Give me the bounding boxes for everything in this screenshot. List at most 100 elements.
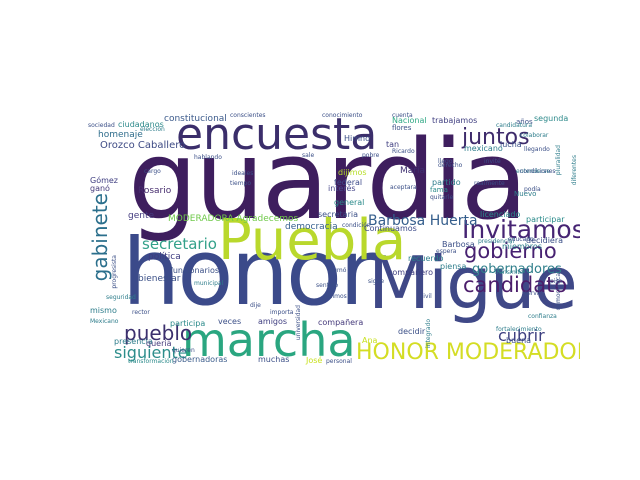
- word-piensa: piensa: [440, 262, 467, 271]
- word-encuesta: encuesta: [176, 109, 378, 160]
- word-barbosa-huerta: Barbosa Huerta: [368, 213, 478, 229]
- word-cuenta: cuenta: [392, 112, 413, 119]
- word-importa: importa: [270, 309, 294, 316]
- word-ana: Ana: [362, 336, 378, 345]
- word-ideales: ideales: [232, 170, 254, 177]
- word-sociedad: sociedad: [88, 122, 115, 129]
- word-constitucional: constitucional: [164, 114, 227, 124]
- word-decidir: decidir: [398, 327, 426, 336]
- word-buena: buena: [506, 336, 532, 345]
- word-presencia: presencia: [114, 337, 153, 346]
- word-fama: fama: [430, 186, 448, 194]
- word-gano: ganó: [90, 184, 110, 193]
- word-barbosa: Barbosa: [442, 240, 475, 249]
- word-dijimos: dijimos: [338, 168, 367, 177]
- word-secretaria: secretaria: [318, 210, 358, 219]
- word-diferentes: diferentes: [571, 155, 578, 186]
- word-veces: veces: [218, 317, 242, 326]
- word-politica: política: [148, 252, 181, 262]
- word-puebla: Puebla: [218, 208, 407, 273]
- word-participar: participar: [526, 215, 565, 224]
- word-candidatura: candidatura: [496, 122, 533, 129]
- word-miembros: miembros: [502, 242, 542, 251]
- word-transmite: Transmite: [494, 269, 524, 276]
- word-general: general: [334, 198, 365, 207]
- word-mexicano: mexicano: [464, 144, 503, 153]
- word-mexicano-2: Mexicano: [90, 318, 119, 325]
- word-anos: años: [516, 118, 533, 126]
- word-rector: rector: [132, 309, 150, 316]
- word-companero: compañero: [388, 268, 434, 277]
- word-piso: piso: [550, 278, 563, 285]
- word-honor: honor: [122, 219, 377, 326]
- word-condicion: condición: [342, 222, 371, 229]
- word-servil: servil: [524, 290, 541, 297]
- word-derecho: derecho: [438, 162, 463, 169]
- word-trabajamos: trabajamos: [432, 116, 478, 125]
- word-partido: partido: [432, 178, 461, 187]
- word-seguridad: seguridad: [106, 294, 136, 301]
- word-gabinete: gabinete: [88, 193, 112, 282]
- word-gente: gente: [128, 211, 155, 221]
- word-podia: podía: [524, 186, 541, 193]
- word-conscientes: conscientes: [230, 112, 266, 119]
- word-orozco-caballero: Orozco Caballero: [100, 140, 186, 151]
- word-tiempo: tiempo: [230, 180, 252, 187]
- word-rosario: Rosario: [138, 186, 172, 196]
- word-tan: tan: [386, 140, 400, 149]
- word-bienestar: bienestar: [138, 274, 181, 284]
- word-eleccion: elección: [140, 126, 165, 133]
- word-entenderse: entenderse: [516, 168, 551, 175]
- word-nuevo: Nuevo: [514, 190, 537, 198]
- word-llegando: llegando: [524, 146, 550, 153]
- word-muchas: muchas: [258, 355, 290, 364]
- word-secretario: secretario: [142, 235, 217, 253]
- word-candidato: candidato: [463, 273, 568, 297]
- word-gobernadoras: gobernadoras: [172, 355, 228, 364]
- word-decidiera: decidiera: [526, 236, 564, 245]
- word-himno: Himno: [344, 134, 370, 143]
- word-realmente: realmente: [474, 180, 505, 187]
- word-maria: María: [400, 166, 425, 176]
- word-homenaje: homenaje: [98, 130, 143, 140]
- word-democratica: democrática: [555, 273, 562, 311]
- word-guardia: guardia: [128, 116, 528, 244]
- word-participa: participa: [170, 319, 206, 328]
- word-sigue: sigue: [368, 278, 385, 285]
- word-flores: flores: [392, 124, 412, 132]
- word-moderadora-agradecemos: MODERADORA Agradecemos: [168, 214, 299, 224]
- word-municipal: municipal: [194, 280, 224, 287]
- word-pluralidad: pluralidad: [555, 145, 562, 176]
- word-sumo: sumó: [330, 267, 347, 274]
- word-continuamos: Continuamos: [364, 224, 417, 233]
- word-jose: José: [306, 356, 323, 365]
- word-segunda: segunda: [534, 114, 569, 123]
- word-pobre: pobre: [362, 152, 380, 159]
- word-confianza: confianza: [528, 313, 557, 320]
- word-gobernadores: gobernadores: [472, 262, 562, 277]
- word-recuerdo: recuerdo: [408, 254, 444, 263]
- word-condiciones: condiciones: [520, 168, 556, 175]
- word-marcha: marcha: [182, 313, 356, 367]
- word-amigos: amigos: [258, 317, 288, 326]
- word-transformacion: transformación: [128, 358, 174, 365]
- word-quieren: quieren: [172, 347, 195, 354]
- word-cargo: cargo: [144, 168, 161, 175]
- word-progresista: progresista: [111, 255, 118, 289]
- word-juntos: juntos: [462, 125, 530, 150]
- word-lucha: lucha: [500, 140, 522, 149]
- word-funcionarios: funcionarios: [170, 266, 220, 275]
- word-cloud: guardia honor Miguel Puebla encuesta mar…: [80, 105, 580, 370]
- word-pueblo: pueblo: [124, 321, 193, 345]
- word-gobierno: gobierno: [464, 239, 557, 263]
- word-conocimiento: conocimiento: [322, 112, 363, 119]
- word-aceptara: aceptara: [390, 184, 417, 191]
- word-integrado: integrado: [425, 319, 432, 348]
- word-nacional: Nacional: [392, 116, 427, 125]
- word-sentido: sentido: [316, 282, 339, 289]
- word-companera: compañera: [318, 318, 364, 327]
- word-salimos: salimos: [324, 293, 347, 300]
- word-ciudadanos: ciudadanos: [118, 120, 164, 129]
- word-llego: llego: [438, 158, 453, 165]
- word-educado: educado: [508, 236, 534, 243]
